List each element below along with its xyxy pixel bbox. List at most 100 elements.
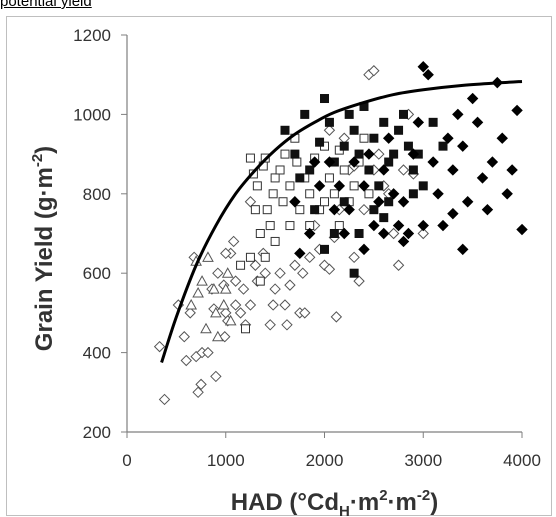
data-point-filled-diamond — [343, 203, 355, 216]
data-point-filled-diamond — [506, 164, 518, 176]
data-point-filled-square — [280, 125, 290, 135]
data-point-filled-diamond — [511, 104, 523, 117]
data-point-open-triangle — [208, 283, 220, 294]
data-point-open-diamond — [387, 227, 400, 240]
data-point-open-triangle — [212, 330, 224, 342]
data-point-filled-square — [339, 197, 349, 207]
data-point-filled-square — [364, 165, 374, 175]
data-point-filled-square — [320, 94, 329, 104]
data-point-open-square — [245, 252, 255, 262]
data-point-filled-diamond — [442, 132, 454, 144]
data-point-open-diamond — [417, 227, 429, 240]
data-point-open-square — [285, 221, 295, 231]
data-point-open-diamond — [227, 235, 240, 248]
data-point-open-square — [265, 221, 275, 231]
data-point-open-diamond — [392, 259, 405, 271]
x-tick-label: 4000 — [503, 451, 541, 470]
potential-yield-curve-layer — [160, 79, 523, 363]
data-point-open-diamond — [348, 251, 360, 264]
data-point-open-diamond — [229, 275, 242, 287]
data-point-filled-diamond — [447, 164, 459, 176]
data-point-filled-diamond — [471, 116, 484, 129]
data-point-filled-diamond — [378, 227, 390, 240]
data-point-open-diamond — [184, 307, 196, 319]
data-point-open-square — [339, 165, 349, 175]
data-point-filled-square — [374, 181, 384, 191]
data-point-open-diamond — [323, 263, 336, 275]
data-point-open-square — [252, 181, 262, 191]
data-point-filled-square — [408, 165, 418, 175]
data-point-open-diamond — [397, 164, 410, 176]
data-point-open-diamond — [297, 267, 309, 279]
data-point-open-diamond — [279, 299, 291, 311]
data-point-filled-diamond — [308, 156, 321, 168]
data-point-open-diamond — [267, 299, 279, 311]
data-point-filled-diamond — [358, 180, 370, 192]
data-point-open-square — [245, 153, 255, 163]
data-point-filled-diamond — [328, 203, 341, 216]
data-point-filled-diamond — [392, 219, 405, 232]
data-point-open-square — [250, 205, 260, 215]
data-point-filled-diamond — [432, 188, 444, 200]
data-point-filled-square — [344, 109, 354, 119]
data-point-open-triangle — [221, 267, 234, 278]
data-point-open-square — [270, 173, 280, 183]
data-point-filled-diamond — [397, 235, 410, 248]
data-point-filled-diamond — [382, 132, 395, 144]
data-point-open-diamond — [358, 203, 370, 216]
data-point-open-diamond — [244, 196, 257, 208]
y-tick-label: 600 — [83, 264, 111, 283]
data-point-filled-diamond — [338, 227, 350, 240]
data-point-filled-square — [295, 173, 305, 183]
data-point-filled-square — [305, 165, 315, 175]
data-point-open-square — [280, 149, 290, 159]
x-tick-label: 3000 — [404, 451, 442, 470]
data-point-open-square — [364, 189, 374, 199]
data-point-open-diamond — [192, 386, 204, 399]
data-point-filled-square — [379, 117, 389, 127]
data-point-filled-square — [354, 229, 364, 238]
data-point-open-diamond — [249, 259, 262, 271]
data-point-open-diamond — [289, 259, 301, 271]
y-tick-label: 400 — [83, 344, 111, 363]
data-marks — [153, 61, 528, 406]
data-point-open-diamond — [202, 346, 214, 359]
data-point-filled-diamond — [397, 196, 410, 208]
data-point-filled-diamond — [417, 219, 429, 232]
data-point-filled-square — [349, 125, 359, 135]
data-point-filled-diamond — [422, 68, 434, 81]
data-point-open-triangle — [200, 322, 212, 334]
data-point-open-square — [295, 205, 305, 215]
data-point-filled-diamond — [457, 140, 469, 152]
data-point-open-square — [262, 205, 272, 215]
data-point-filled-square — [428, 117, 438, 127]
y-axis-title: Grain Yield (g·m-2) — [29, 146, 58, 351]
x-tick-label: 0 — [122, 451, 131, 470]
data-point-filled-diamond — [437, 219, 449, 232]
axes: 200 400 600 800 1000 1200 0 1000 2000 3000 4000 — [73, 26, 541, 470]
data-point-filled-diamond — [363, 148, 375, 160]
data-point-open-triangle — [219, 283, 232, 294]
data-point-open-diamond — [234, 307, 247, 319]
data-point-filled-diamond — [289, 196, 301, 208]
data-point-open-triangle — [196, 275, 208, 286]
data-point-open-diamond — [373, 148, 385, 160]
data-point-filled-diamond — [417, 61, 429, 73]
data-point-open-diamond — [284, 279, 296, 291]
data-point-filled-diamond — [373, 196, 385, 208]
data-point-open-diamond — [180, 354, 192, 367]
data-point-filled-square — [399, 109, 408, 119]
data-point-filled-diamond — [378, 164, 390, 176]
data-point-filled-square — [384, 197, 394, 207]
data-point-open-diamond — [195, 378, 207, 391]
data-point-filled-square — [389, 149, 399, 159]
data-point-filled-diamond — [313, 180, 326, 192]
data-point-filled-square — [315, 137, 325, 147]
data-point-open-square — [324, 173, 334, 183]
data-point-filled-diamond — [407, 148, 420, 160]
data-point-filled-diamond — [496, 132, 508, 144]
data-point-filled-diamond — [476, 172, 489, 184]
data-point-filled-diamond — [452, 108, 464, 121]
axis-labels: HAD (°CdH·m2·m-2) Grain Yield (g·m-2) — [29, 146, 438, 517]
